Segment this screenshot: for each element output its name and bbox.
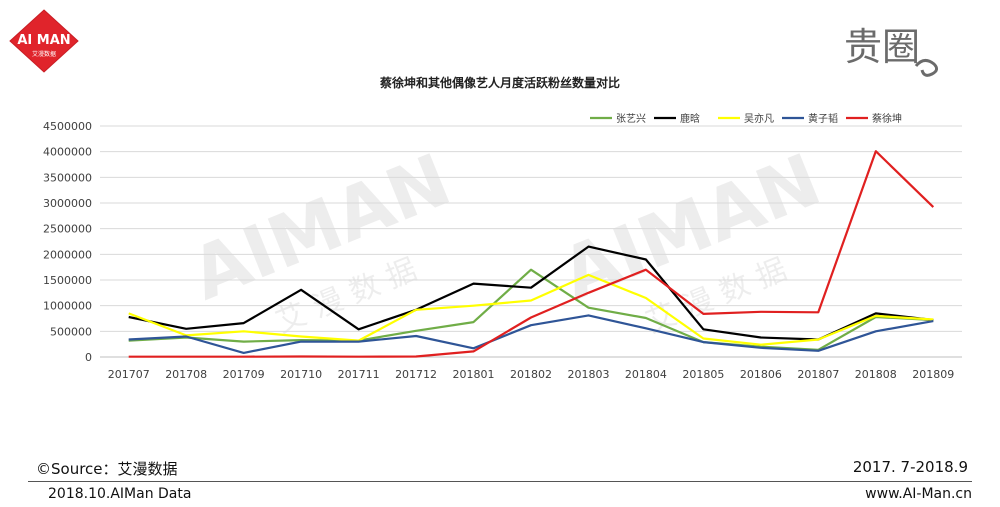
chart-title: 蔡徐坤和其他偶像艺人月度活跃粉丝数量对比 (379, 76, 620, 90)
y-tick-label: 1500000 (43, 274, 92, 287)
y-tick-label: 0 (85, 351, 92, 364)
guiquan-logo: 贵圈 (840, 16, 960, 82)
aiman-logo: AI MAN 艾漫数据 (8, 8, 80, 74)
y-tick-label: 2500000 (43, 223, 92, 236)
footer-publish-date: 2018.10.AIMan Data (48, 486, 192, 502)
legend-label: 蔡徐坤 (872, 112, 902, 125)
x-tick-label: 201808 (855, 368, 897, 381)
x-tick-label: 201710 (280, 368, 322, 381)
x-tick-label: 201805 (682, 368, 724, 381)
y-tick-label: 3500000 (43, 171, 92, 184)
footer-source: ©Source：艾漫数据 (36, 460, 178, 478)
y-tick-label: 1000000 (43, 300, 92, 313)
y-tick-label: 2000000 (43, 248, 92, 261)
x-tick-label: 201806 (740, 368, 782, 381)
legend-label: 黄子韬 (808, 112, 838, 125)
series-line-蔡徐坤 (128, 150, 935, 358)
y-tick-label: 500000 (50, 325, 92, 338)
x-tick-label: 201709 (223, 368, 265, 381)
x-tick-label: 201807 (797, 368, 839, 381)
grid-lines (100, 125, 962, 358)
series-line-吴亦凡 (128, 273, 934, 346)
series-lines (128, 150, 935, 358)
chart-area: 蔡徐坤和其他偶像艺人月度活跃粉丝数量对比 AIMAN 艾 漫 数 据 AIMAN 艾 … (43, 76, 962, 381)
x-tick-label: 201712 (395, 368, 437, 381)
legend: 张艺兴 鹿晗 吴亦凡 黄子韬 蔡徐坤 (590, 112, 902, 125)
guiquan-logo-text: 贵圈 (844, 25, 920, 69)
x-tick-label: 201809 (912, 368, 954, 381)
legend-label: 鹿晗 (680, 112, 700, 125)
x-tick-label: 201707 (108, 368, 150, 381)
x-tick-label: 201708 (165, 368, 207, 381)
y-tick-label: 4000000 (43, 146, 92, 159)
x-tick-label: 201804 (625, 368, 667, 381)
legend-label: 吴亦凡 (744, 112, 774, 125)
y-tick-label: 4500000 (43, 120, 92, 133)
y-tick-label: 3000000 (43, 197, 92, 210)
x-tick-label: 201711 (338, 368, 380, 381)
footer-website-link[interactable]: www.AI-Man.cn (865, 486, 972, 502)
x-tick-label: 201801 (453, 368, 495, 381)
x-tick-label: 201802 (510, 368, 552, 381)
aiman-logo-text: AI MAN (17, 33, 70, 48)
legend-label: 张艺兴 (616, 113, 646, 125)
footer-date-range: 2017. 7-2018.9 (852, 458, 968, 476)
x-tick-label: 201803 (567, 368, 609, 381)
y-axis-ticks: 0 500000 1000000 1500000 2000000 2500000 30000… (43, 120, 92, 364)
x-axis-ticks: 201707 201708 201709 201710 201711 201712 2018… (108, 368, 955, 381)
aiman-logo-subtext: 艾漫数据 (32, 50, 56, 58)
footer-divider (28, 481, 972, 482)
series-line-黄子韬 (128, 314, 934, 354)
